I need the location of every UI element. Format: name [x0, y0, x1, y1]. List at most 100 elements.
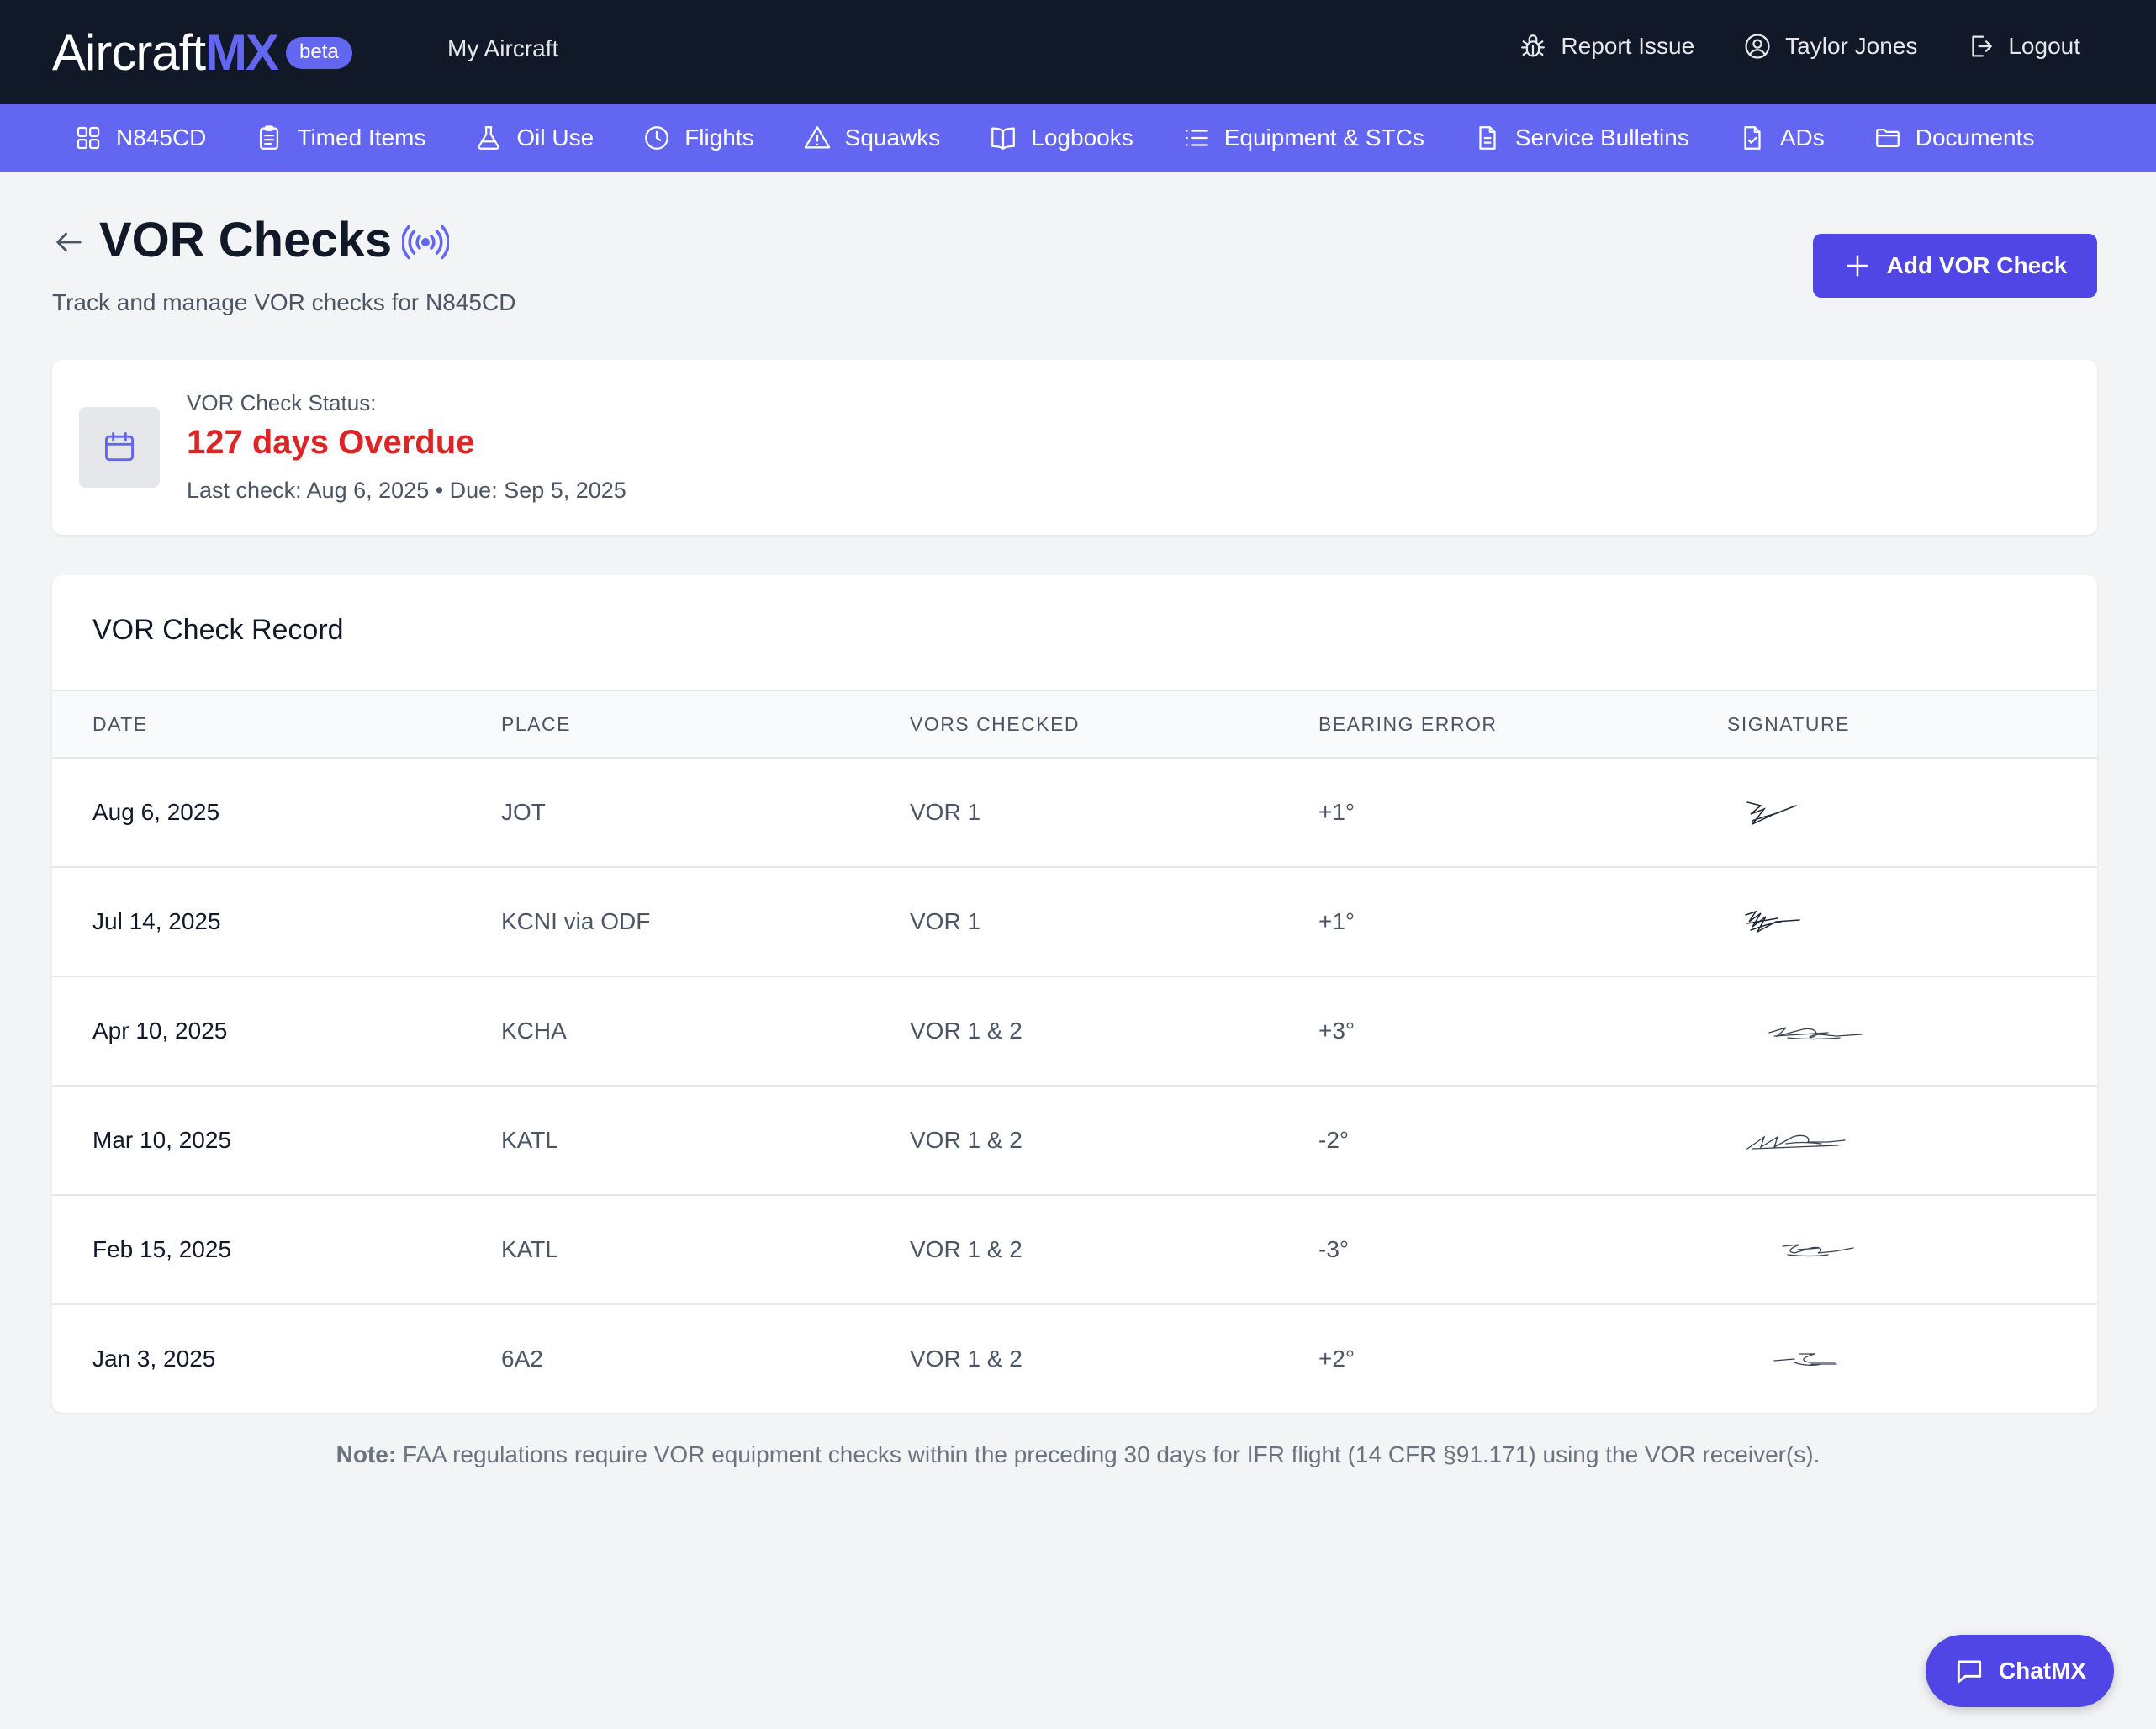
nav-item-label: ADs [1779, 124, 1825, 151]
cell-place: JOT [501, 799, 546, 825]
cell-bearing-error: -2° [1318, 1127, 1350, 1153]
cell-bearing-error: +1° [1318, 908, 1355, 934]
calendar-icon [104, 432, 135, 462]
app-logo[interactable]: Aircraft MX beta [52, 24, 352, 82]
nav-item-squawks[interactable]: Squawks [803, 124, 941, 152]
logo-mx: MX [205, 24, 279, 81]
cell-date: Mar 10, 2025 [92, 1127, 231, 1153]
cell-date: Jan 3, 2025 [92, 1346, 216, 1372]
nav-item-label: Service Bulletins [1514, 124, 1689, 151]
cell-place: KATL [501, 1236, 558, 1262]
cell-bearing-error: +3° [1318, 1018, 1355, 1044]
top-bar: Aircraft MX beta My Aircraft Report Issu… [0, 0, 2156, 104]
document-icon [1479, 126, 1496, 150]
nav-item-label: Squawks [844, 124, 941, 151]
bug-icon [1521, 34, 1546, 57]
nav-item-oil-use[interactable]: Oil Use [474, 124, 594, 152]
cell-bearing-error: +1° [1318, 799, 1355, 825]
cell-place: 6A2 [501, 1346, 543, 1372]
cell-date: Feb 15, 2025 [92, 1236, 232, 1262]
cell-place: KCHA [501, 1018, 567, 1044]
list-icon [1185, 130, 1208, 146]
nav-item-flights[interactable]: Flights [642, 124, 754, 152]
status-label: VOR Check Status: [187, 390, 377, 415]
logo-word: Aircraft [52, 24, 206, 81]
nav-item-logbooks[interactable]: Logbooks [989, 124, 1133, 152]
cell-vors: VOR 1 & 2 [910, 1236, 1023, 1262]
column-header-vors-checked: VORS CHECKED [910, 713, 1081, 735]
table-row[interactable]: Feb 15, 2025 KATL VOR 1 & 2 -3° [52, 1196, 2097, 1305]
back-arrow-icon[interactable] [52, 225, 86, 259]
chatmx-label: ChatMX [1998, 1658, 2087, 1684]
cell-vors: VOR 1 & 2 [910, 1346, 1023, 1372]
nav-item-label: Equipment & STCs [1223, 124, 1424, 151]
cell-place: KATL [501, 1127, 558, 1153]
status-icon-box [79, 407, 160, 488]
vor-record-card: VOR Check Record DATE PLACE VORS CHECKED… [52, 575, 2097, 1413]
grid-icon [77, 126, 100, 150]
beta-badge: beta [286, 36, 352, 69]
clipboard-icon [260, 125, 279, 150]
cell-date: Jul 14, 2025 [92, 908, 221, 934]
user-circle-icon [1745, 34, 1770, 59]
report-issue-label: Report Issue [1561, 33, 1695, 59]
signature-image [1745, 910, 1800, 933]
user-profile-button[interactable]: Taylor Jones [1743, 32, 1917, 61]
plus-icon [1847, 255, 1868, 277]
chatmx-button[interactable]: ChatMX [1926, 1635, 2114, 1707]
cell-place: KCNI via ODF [501, 908, 651, 934]
status-dates: Last check: Aug 6, 2025 • Due: Sep 5, 20… [187, 478, 626, 503]
signature-image [1768, 1027, 1863, 1040]
status-value: 127 days Overdue [187, 424, 475, 461]
column-header-signature: SIGNATURE [1727, 713, 1850, 735]
vor-status-card: VOR Check Status: 127 days Overdue Last … [52, 360, 2097, 535]
radio-signal-icon [402, 225, 449, 260]
nav-item-equipment-stcs[interactable]: Equipment & STCs [1182, 124, 1424, 152]
page-title: VOR Checks [99, 213, 393, 267]
cell-date: Apr 10, 2025 [92, 1018, 228, 1044]
signature-image [1746, 801, 1797, 825]
note-text: FAA regulations require VOR equipment ch… [396, 1441, 1820, 1467]
cell-vors: VOR 1 & 2 [910, 1127, 1023, 1153]
table-row[interactable]: Apr 10, 2025 KCHA VOR 1 & 2 +3° [52, 977, 2097, 1087]
logout-button[interactable]: Logout [1966, 32, 2080, 61]
nav-item-service-bulletins[interactable]: Service Bulletins [1473, 124, 1689, 152]
nav-item-documents[interactable]: Documents [1873, 124, 2035, 152]
nav-item-label: Documents [1915, 124, 2035, 151]
column-header-date: DATE [92, 713, 148, 735]
nav-item-label: Flights [684, 124, 754, 151]
nav-item-label: Logbooks [1031, 124, 1133, 151]
my-aircraft-link[interactable]: My Aircraft [447, 35, 559, 61]
cell-date: Aug 6, 2025 [92, 799, 220, 825]
nav-item-n845cd[interactable]: N845CD [74, 124, 206, 152]
folder-icon [1875, 128, 1900, 148]
signature-image [1746, 1134, 1846, 1150]
nav-item-label: Timed Items [297, 124, 426, 151]
add-vor-check-label: Add VOR Check [1886, 252, 2068, 278]
signature-image [1773, 1353, 1837, 1366]
table-row[interactable]: Aug 6, 2025 JOT VOR 1 +1° [52, 759, 2097, 868]
top-actions: Report Issue Taylor Jones Logout [1519, 32, 2080, 61]
nav-item-timed-items[interactable]: Timed Items [255, 124, 425, 152]
column-header-place: PLACE [501, 713, 571, 735]
book-icon [991, 127, 1016, 150]
faa-note: Note: FAA regulations require VOR equipm… [0, 1441, 2156, 1468]
table-row[interactable]: Jan 3, 2025 6A2 VOR 1 & 2 +2° [52, 1305, 2097, 1413]
cell-vors: VOR 1 [910, 799, 981, 825]
table-row[interactable]: Jul 14, 2025 KCNI via ODF VOR 1 +1° [52, 868, 2097, 977]
note-bold: Note: [336, 1441, 397, 1467]
record-title: VOR Check Record [92, 614, 344, 646]
nav-item-ads[interactable]: ADs [1738, 124, 1825, 152]
add-vor-check-button[interactable]: Add VOR Check [1813, 234, 2097, 298]
logout-icon [1972, 35, 1993, 57]
nav-item-label: N845CD [116, 124, 207, 151]
user-name: Taylor Jones [1785, 33, 1918, 59]
cell-bearing-error: -3° [1318, 1236, 1350, 1262]
logout-label: Logout [2008, 33, 2080, 59]
cell-vors: VOR 1 [910, 908, 981, 934]
table-row[interactable]: Mar 10, 2025 KATL VOR 1 & 2 -2° [52, 1087, 2097, 1196]
clock-icon [645, 126, 669, 150]
report-issue-button[interactable]: Report Issue [1519, 32, 1694, 61]
nav-item-label: Oil Use [516, 124, 594, 151]
page-subtitle: Track and manage VOR checks for N845CD [52, 289, 516, 315]
